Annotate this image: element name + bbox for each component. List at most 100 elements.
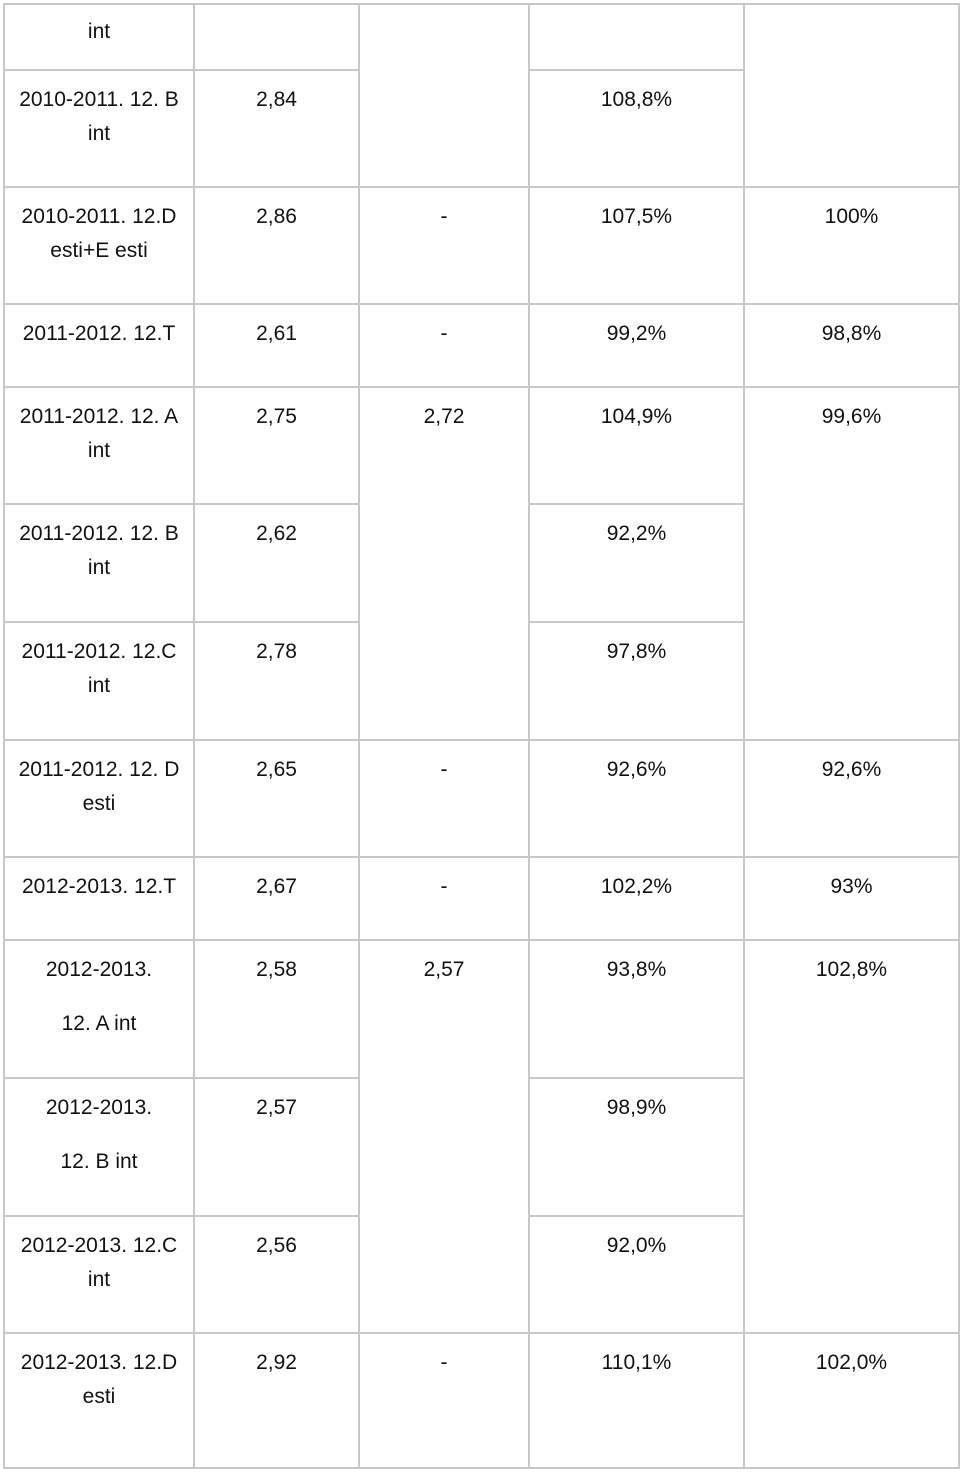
- group-average-cell: 2,57: [358, 939, 530, 1334]
- percent-cell: 102,2%: [528, 856, 745, 941]
- average-cell: 2,78: [193, 621, 360, 741]
- comparison-value: 100%: [824, 205, 879, 228]
- row-label-line1: 2011-2012. 12.T: [22, 322, 176, 345]
- comparison-value: 99,6%: [821, 405, 882, 428]
- average-cell: [193, 3, 360, 71]
- row-label-line1: 2012-2013.: [45, 1096, 153, 1119]
- average-cell: 2,92: [193, 1332, 360, 1469]
- row-label-line2: int: [87, 1268, 111, 1291]
- group-average-value: -: [440, 875, 448, 898]
- average-cell: 2,62: [193, 503, 360, 623]
- percent-value: 110,1%: [601, 1351, 672, 1374]
- row-label-cell: 2012-2013. 12.C int: [3, 1215, 195, 1334]
- row-label-cell: 2011-2012. 12.C int: [3, 621, 195, 741]
- group-average-value: 2,57: [423, 958, 465, 981]
- comparison-cell: 100%: [743, 186, 960, 305]
- average-cell: 2,57: [193, 1077, 360, 1217]
- comparison-cell: [743, 3, 960, 188]
- comparison-value: 102,8%: [815, 958, 888, 981]
- average-cell: 2,67: [193, 856, 360, 941]
- comparison-cell: 102,0%: [743, 1332, 960, 1469]
- row-label-cell: 2012-2013. 12.T: [3, 856, 195, 941]
- row-label-cell: 2010-2011. 12. B int: [3, 69, 195, 188]
- average-cell: 2,86: [193, 186, 360, 305]
- average-value: 2,62: [256, 522, 297, 545]
- row-label-line2: int: [87, 556, 111, 579]
- percent-value: 92,0%: [606, 1234, 667, 1257]
- row-label-cell: 2012-2013. 12.D esti: [3, 1332, 195, 1469]
- average-value: 2,78: [256, 640, 297, 663]
- comparison-value: 98,8%: [821, 322, 882, 345]
- row-label-line2: int: [87, 439, 111, 462]
- row-label-line1: 2012-2013. 12.T: [21, 875, 177, 898]
- comparison-cell: 102,8%: [743, 939, 960, 1334]
- row-label-cell: 2010-2011. 12.D esti+E esti: [3, 186, 195, 305]
- group-average-cell: -: [358, 739, 530, 858]
- results-table: int 2010-2011. 12. B int 2,84 108,8% 2010…: [3, 3, 960, 1469]
- average-cell: 2,75: [193, 386, 360, 505]
- group-average-cell: [358, 3, 530, 188]
- group-average-cell: 2,72: [358, 386, 530, 741]
- row-label-cell: 2012-2013. 12. B int: [3, 1077, 195, 1217]
- percent-value: 93,8%: [606, 958, 667, 981]
- percent-cell: 107,5%: [528, 186, 745, 305]
- table-row: 2012-2013. 12.T 2,67 - 102,2% 93%: [3, 856, 960, 941]
- percent-value: 92,6%: [606, 758, 667, 781]
- percent-value: 92,2%: [606, 522, 667, 545]
- average-value: 2,84: [256, 88, 297, 111]
- group-average-value: -: [440, 205, 448, 228]
- average-cell: 2,61: [193, 303, 360, 388]
- average-value: 2,86: [256, 205, 297, 228]
- row-label-line1: 2010-2011. 12.D: [21, 205, 177, 228]
- row-label-line1: 2012-2013. 12.D: [20, 1351, 178, 1374]
- group-average-value: -: [440, 1351, 448, 1374]
- average-value: 2,75: [256, 405, 297, 428]
- row-label-line1: 2011-2012. 12. A: [19, 405, 179, 428]
- table-row: 2011-2012. 12.T 2,61 - 99,2% 98,8%: [3, 303, 960, 388]
- row-label-cell: int: [3, 3, 195, 71]
- average-cell: 2,56: [193, 1215, 360, 1334]
- row-label-cell: 2011-2012. 12. B int: [3, 503, 195, 623]
- table-row: 2011-2012. 12. D esti 2,65 - 92,6% 92,6%: [3, 739, 960, 858]
- row-label-line2: 12. B int: [60, 1150, 138, 1173]
- group-average-value: -: [440, 322, 448, 345]
- percent-cell: 92,2%: [528, 503, 745, 623]
- row-label-line2: esti+E esti: [50, 239, 148, 262]
- percent-cell: 93,8%: [528, 939, 745, 1079]
- percent-value: 108,8%: [600, 88, 673, 111]
- percent-value: 98,9%: [606, 1096, 667, 1119]
- table-row: int: [3, 3, 960, 188]
- group-average-value: -: [440, 758, 448, 781]
- row-label-line1: 2011-2012. 12. B: [19, 522, 179, 545]
- percent-value: 99,2%: [606, 322, 667, 345]
- average-value: 2,67: [256, 875, 297, 898]
- row-label-line2: 12. A int: [61, 1012, 137, 1035]
- percent-cell: [528, 3, 745, 71]
- comparison-cell: 99,6%: [743, 386, 960, 741]
- table-row: 2011-2012. 12.C int 2,78 97,8%: [3, 621, 959, 741]
- percent-cell: 104,9%: [528, 386, 745, 505]
- percent-cell: 97,8%: [528, 621, 745, 741]
- row-label-cell: 2011-2012. 12. A int: [3, 386, 195, 505]
- percent-cell: 92,0%: [528, 1215, 745, 1334]
- average-cell: 2,58: [193, 939, 360, 1079]
- group-average-cell: -: [358, 186, 530, 305]
- group-average-value: 2,72: [423, 405, 465, 428]
- group-average-cell: -: [358, 303, 530, 388]
- table-row: 2010-2011. 12.D esti+E esti 2,86 - 107,5%…: [3, 186, 960, 305]
- percent-cell: 99,2%: [528, 303, 745, 388]
- table-row: 2010-2011. 12. B int 2,84 108,8%: [3, 69, 959, 188]
- average-value: 2,92: [256, 1351, 297, 1374]
- row-label-line1: 2011-2012. 12. D: [18, 758, 180, 781]
- average-value: 2,57: [256, 1096, 297, 1119]
- row-label-line2: int: [87, 674, 111, 697]
- comparison-cell: 92,6%: [743, 739, 960, 858]
- comparison-value: 102,0%: [815, 1351, 888, 1374]
- row-label-cell: 2011-2012. 12. D esti: [3, 739, 195, 858]
- row-label-line1: 2012-2013. 12.C: [20, 1234, 178, 1257]
- row-label-line2: esti: [82, 1385, 116, 1408]
- average-value: 2,61: [256, 322, 297, 345]
- average-cell: 2,84: [193, 69, 360, 188]
- percent-cell: 98,9%: [528, 1077, 745, 1217]
- table-row: 2012-2013. 12.C int 2,56 92,0%: [3, 1215, 959, 1334]
